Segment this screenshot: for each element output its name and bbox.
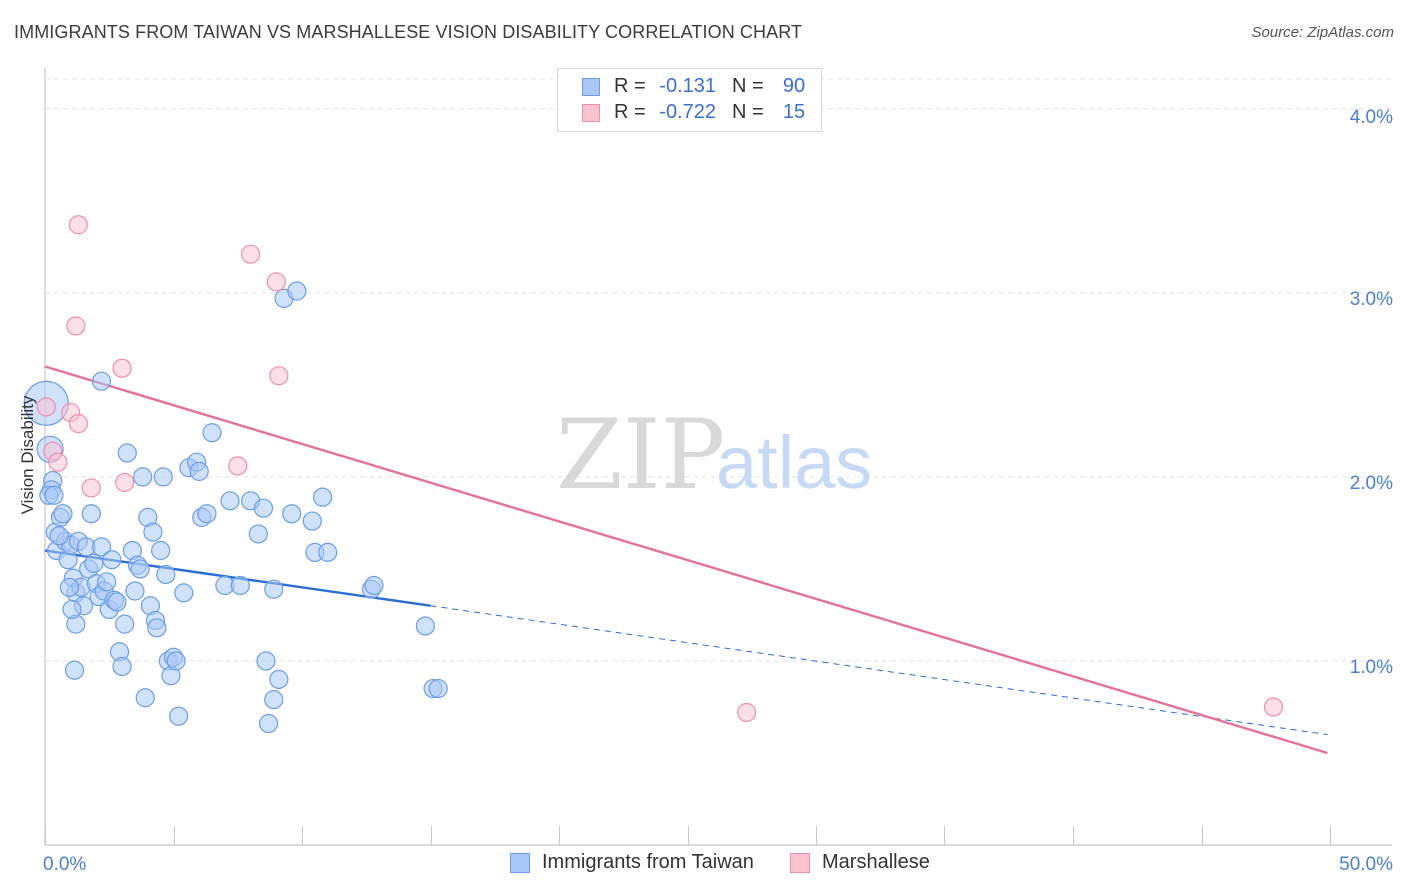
chart-title: IMMIGRANTS FROM TAIWAN VS MARSHALLESE VI… [14, 22, 803, 42]
y-tick-label: 1.0% [1350, 657, 1393, 678]
grid-lines [45, 78, 1392, 662]
data-point [282, 504, 302, 524]
data-point [59, 577, 80, 597]
data-point [115, 472, 135, 493]
tick-labels: 1.0% 2.0% 3.0% 4.0% 0.0% 50.0% [43, 107, 1393, 875]
data-point [133, 467, 153, 487]
data-points [23, 215, 1284, 734]
data-point [169, 706, 189, 726]
data-point [256, 651, 276, 671]
data-point [153, 467, 173, 487]
data-point [68, 413, 89, 434]
data-point [112, 656, 132, 677]
data-point [143, 522, 163, 542]
data-point [258, 713, 279, 734]
data-point [81, 504, 101, 524]
watermark: ZIP atlas [556, 399, 872, 511]
data-point [228, 456, 248, 476]
data-point [166, 651, 186, 671]
series-swatch-taiwan [510, 853, 530, 873]
data-point [415, 616, 435, 636]
legend-r-label: R = [614, 101, 646, 123]
data-point [135, 688, 155, 708]
data-point [364, 575, 384, 596]
data-point [1263, 697, 1284, 717]
series-swatch-marshallese [790, 853, 810, 873]
series-label-marshallese: Marshallese [822, 851, 930, 873]
data-point [302, 511, 322, 531]
data-point [117, 443, 137, 463]
data-point [241, 244, 261, 264]
y-tick-label: 3.0% [1350, 289, 1393, 310]
series-marshallese [36, 215, 1284, 723]
data-point [112, 358, 132, 378]
data-point [312, 487, 333, 507]
data-point [53, 504, 73, 524]
data-point [287, 281, 307, 301]
y-tick-label: 4.0% [1350, 107, 1393, 128]
legend-r-value: -0.131 [659, 75, 716, 97]
data-point [189, 461, 209, 481]
correlation-legend: R = -0.131 N = 90 R = -0.722 N = 15 [557, 68, 822, 132]
legend-swatch-taiwan [582, 78, 600, 96]
data-point [48, 452, 68, 472]
data-point [174, 583, 194, 603]
data-point [269, 669, 289, 689]
data-point [266, 272, 286, 292]
trend-line [44, 365, 1328, 755]
data-point [64, 660, 85, 680]
data-point [264, 690, 284, 710]
data-point [230, 575, 250, 596]
data-point [147, 618, 167, 638]
legend-r-label: R = [614, 75, 646, 97]
data-point [91, 537, 112, 557]
data-point [318, 542, 338, 562]
legend-r-value: -0.722 [659, 101, 716, 123]
y-tick-label: 2.0% [1350, 473, 1393, 494]
data-point [248, 524, 268, 544]
data-point [197, 504, 217, 524]
x-tick-label: 0.0% [43, 854, 86, 875]
data-point [62, 599, 82, 620]
data-point [253, 498, 274, 518]
legend-n-value: 90 [782, 75, 806, 97]
data-point [264, 579, 284, 599]
series-label-taiwan: Immigrants from Taiwan [542, 851, 754, 873]
data-point [202, 423, 222, 443]
data-point [125, 581, 145, 601]
legend-swatch-marshallese [582, 104, 600, 122]
data-point [44, 485, 64, 505]
y-axis-label: Vision Disability [18, 395, 37, 514]
data-point [130, 559, 150, 579]
x-tick-label: 50.0% [1339, 854, 1393, 875]
data-point [81, 478, 101, 498]
data-point [428, 678, 448, 699]
data-point [66, 316, 86, 336]
watermark-atlas: atlas [716, 421, 872, 504]
data-point [115, 614, 135, 634]
data-point [156, 564, 176, 585]
watermark-zip: ZIP [556, 399, 725, 511]
data-point [49, 526, 69, 546]
data-point [68, 215, 89, 235]
series-taiwan [23, 281, 448, 734]
data-point [220, 491, 240, 511]
legend-n-value: 15 [782, 101, 806, 123]
data-point [102, 550, 122, 570]
data-point [151, 540, 171, 561]
data-point [84, 553, 104, 574]
data-point [97, 572, 117, 592]
data-point [36, 397, 56, 417]
legend-n-label: N = [732, 101, 764, 123]
legend-n-label: N = [732, 75, 764, 97]
data-point [737, 702, 757, 723]
data-point [269, 366, 289, 386]
source-label: Source: ZipAtlas.com [1251, 24, 1394, 41]
trend-line-extension [430, 605, 1328, 736]
data-point [107, 592, 127, 612]
data-point [91, 371, 112, 391]
